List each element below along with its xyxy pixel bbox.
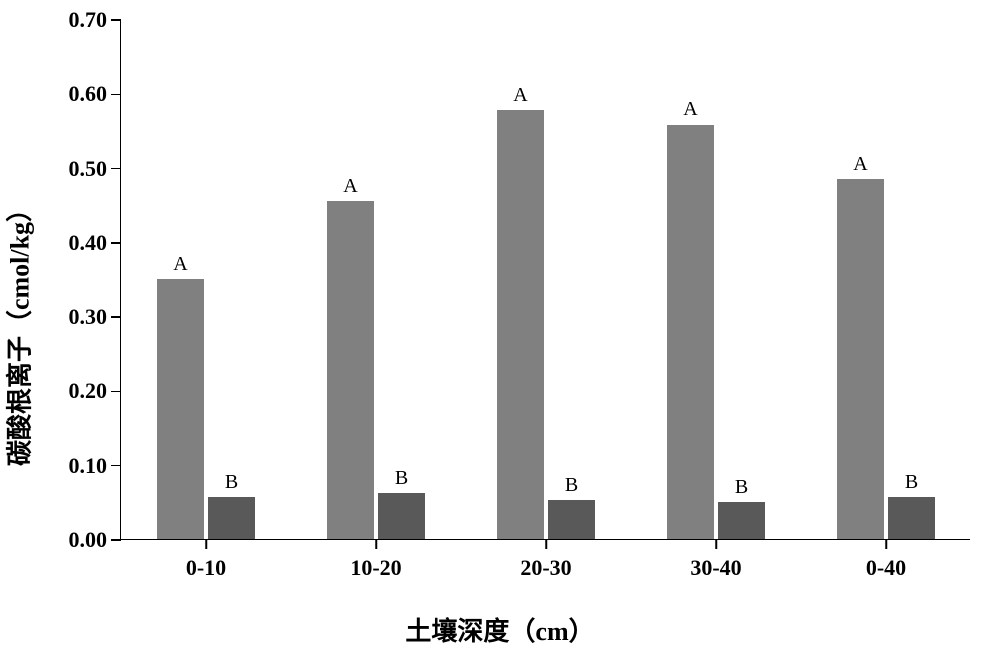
y-tick-label: 0.10: [69, 453, 108, 479]
y-tick-label: 0.20: [69, 378, 108, 404]
y-tick-label: 0.60: [69, 81, 108, 107]
y-tick-label: 0.40: [69, 230, 108, 256]
x-axis-label: 土壤深度（cm）: [405, 611, 594, 648]
bar-label: A: [173, 253, 187, 276]
plot-area: 0.000.100.200.300.400.500.600.700-10AB10…: [120, 20, 970, 540]
bar-label: B: [225, 471, 238, 494]
y-tick: [111, 94, 121, 96]
y-tick: [111, 168, 121, 170]
bar-label: A: [853, 153, 867, 176]
chart-container: 碳酸根离子（cmol/kg） 土壤深度（cm） 0.00 0.10 0.20 0.30…: [0, 0, 1000, 662]
x-tick: [545, 539, 547, 549]
bar-label: B: [565, 474, 578, 497]
bar-a: [157, 279, 205, 539]
bar-label: A: [683, 98, 697, 121]
x-tick-label: 0-40: [866, 555, 906, 581]
x-tick: [375, 539, 377, 549]
x-tick-label: 20-30: [520, 555, 571, 581]
bar-b: [378, 493, 426, 539]
x-tick: [885, 539, 887, 549]
bar-b: [208, 497, 256, 539]
bar-label: A: [343, 175, 357, 198]
x-tick-label: 10-20: [350, 555, 401, 581]
bar-b: [718, 502, 766, 539]
bar-a: [497, 110, 545, 539]
bar-label: A: [513, 84, 527, 107]
y-tick: [111, 19, 121, 21]
bar-b: [548, 500, 596, 539]
x-tick: [715, 539, 717, 549]
bar-a: [667, 125, 715, 540]
y-tick-label: 0.70: [69, 7, 108, 33]
y-tick-label: 0.00: [69, 527, 108, 553]
y-axis-label: 碳酸根离子（cmol/kg）: [0, 196, 37, 466]
y-tick: [111, 391, 121, 393]
y-tick-label: 0.30: [69, 304, 108, 330]
bar-a: [327, 201, 375, 539]
y-tick: [111, 242, 121, 244]
bar-label: B: [735, 476, 748, 499]
y-tick: [111, 539, 121, 541]
x-tick-label: 0-10: [186, 555, 226, 581]
y-tick: [111, 316, 121, 318]
x-tick: [205, 539, 207, 549]
bar-label: B: [395, 467, 408, 490]
y-tick-label: 0.50: [69, 156, 108, 182]
bar-b: [888, 497, 936, 539]
bar-a: [837, 179, 885, 539]
bar-label: B: [905, 471, 918, 494]
y-tick: [111, 465, 121, 467]
x-tick-label: 30-40: [690, 555, 741, 581]
